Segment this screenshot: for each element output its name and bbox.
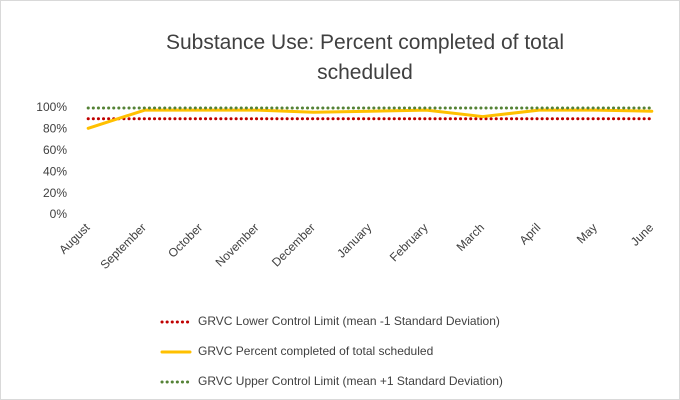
y-tick-label: 0%	[50, 207, 68, 221]
x-tick-label: November	[213, 220, 262, 269]
y-tick-label: 20%	[43, 186, 67, 200]
y-tick-label: 60%	[43, 143, 67, 157]
legend-label: GRVC Percent completed of total schedule…	[198, 344, 433, 358]
chart-title: Substance Use: Percent completed of tota…	[165, 31, 565, 84]
x-tick-label: March	[454, 220, 487, 253]
x-tick-label: December	[269, 220, 318, 269]
x-tick-label: October	[165, 220, 205, 260]
series-line	[86, 108, 654, 130]
x-tick-label: May	[574, 220, 600, 246]
x-tick-label: February	[387, 220, 431, 264]
x-tick-label: June	[628, 220, 657, 249]
x-tick-label: September	[98, 220, 149, 271]
x-tick-label: January	[334, 220, 374, 260]
x-tick-label: August	[56, 220, 93, 257]
y-tick-label: 80%	[43, 122, 67, 136]
x-tick-label: April	[517, 220, 544, 247]
legend-label: GRVC Upper Control Limit (mean +1 Standa…	[198, 374, 503, 388]
y-tick-label: 100%	[36, 100, 67, 114]
legend-label: GRVC Lower Control Limit (mean -1 Standa…	[198, 314, 500, 328]
y-tick-label: 40%	[43, 164, 67, 178]
